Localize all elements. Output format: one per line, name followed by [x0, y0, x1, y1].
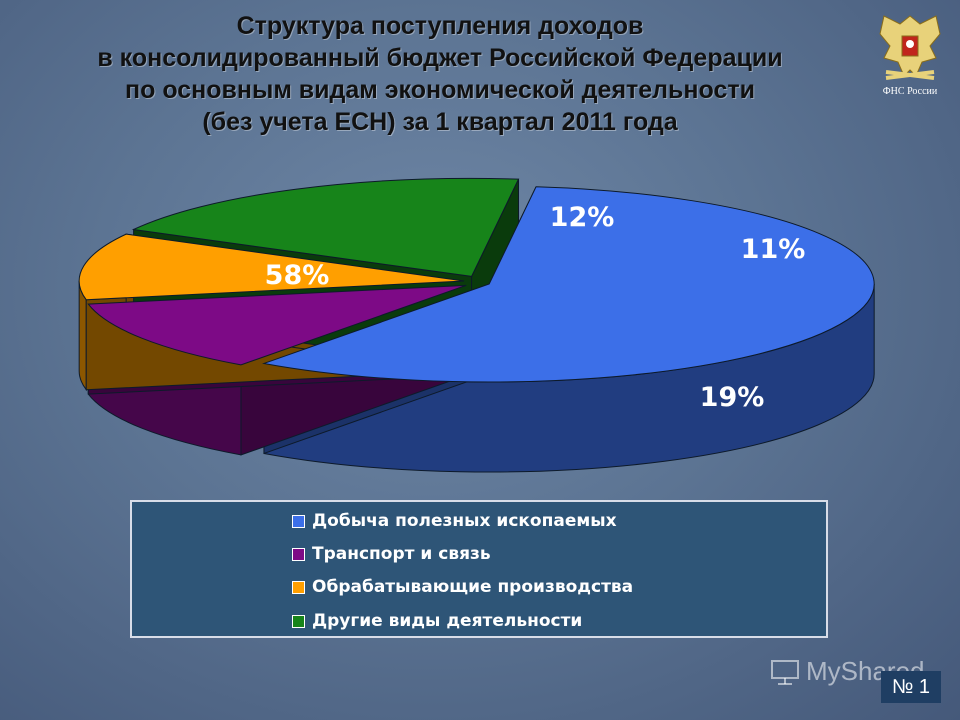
legend-item-mining: Добыча полезных ископаемых — [292, 508, 617, 534]
legend-swatch-transport — [292, 547, 305, 561]
chart-legend: Добыча полезных ископаемых Транспорт и с… — [130, 500, 828, 638]
legend-item-transport: Транспорт и связь — [292, 541, 491, 567]
pie-slice-manufacturing — [78, 233, 465, 301]
pie-tops: 58% 12% 11% 19% — [78, 177, 875, 413]
title-line-2: в консолидированный бюджет Российской Фе… — [97, 44, 783, 72]
legend-swatch-other — [292, 614, 305, 628]
data-label-mining: 58% — [265, 260, 330, 291]
pie-slice-transport — [87, 284, 467, 366]
legend-label-other: Другие виды деятельности — [312, 611, 583, 631]
title-line-1: Структура поступления доходов — [236, 12, 644, 40]
legend-label-mining: Добыча полезных ископаемых — [312, 511, 617, 531]
legend-item-manufacturing: Обрабатывающие производства — [292, 574, 633, 600]
legend-label-transport: Транспорт и связь — [312, 544, 491, 564]
legend-swatch-mining — [292, 514, 305, 528]
slide-number: № 1 — [881, 671, 941, 703]
data-label-other: 19% — [700, 382, 765, 413]
title-line-3: по основным видам экономической деятельн… — [125, 76, 755, 104]
legend-swatch-manufacturing — [292, 580, 305, 594]
legend-label-manufacturing: Обрабатывающие производства — [312, 577, 634, 597]
legend-item-other: Другие виды деятельности — [292, 608, 582, 634]
chart-title: Структура поступления доходов в консолид… — [0, 10, 880, 138]
pie-slice-other — [131, 177, 520, 277]
logo-caption: ФНС России — [882, 86, 938, 97]
pie-slice-mining — [262, 186, 875, 383]
eagle-emblem-icon — [879, 15, 941, 80]
data-label-manufacturing: 11% — [741, 234, 806, 265]
title-line-4: (без учета ЕСН) за 1 квартал 2011 года — [202, 108, 678, 136]
presentation-icon — [771, 659, 799, 685]
data-label-transport: 12% — [550, 202, 615, 233]
